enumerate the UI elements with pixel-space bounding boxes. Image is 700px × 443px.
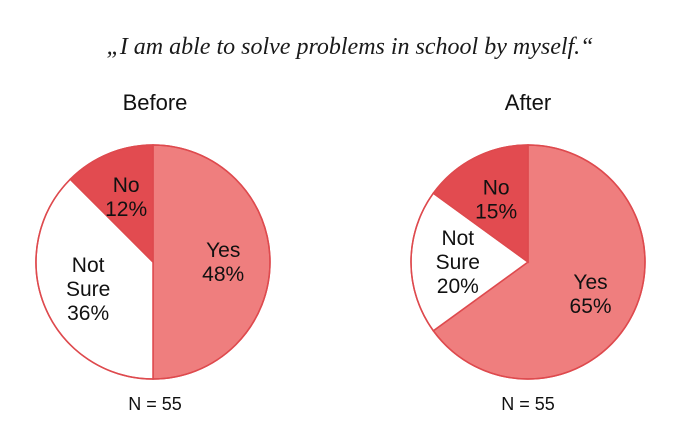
chart-title-after: After (504, 90, 552, 115)
pie-outline (35, 144, 271, 380)
pie-chart-before: Yes 48% Not Sure 36% No 12% (35, 144, 271, 380)
sample-size-before: N = 55 (128, 394, 182, 414)
sample-size-after: N = 55 (501, 394, 555, 414)
slice-label-not-sure: Not Sure 36% (66, 254, 110, 325)
pie-chart-after: Yes 65% Not Sure 20%No 15% (410, 144, 646, 380)
pie-outline (410, 144, 646, 380)
slice-label-no: No 15% (475, 176, 517, 223)
chart-title-before: Before (122, 90, 188, 115)
slice-label-no: No 12% (105, 174, 147, 221)
slice-label-yes: Yes 65% (570, 271, 612, 318)
chart-main-title: „I am able to solve problems in school b… (106, 34, 594, 60)
pie-slice-yes (152, 144, 271, 380)
slice-label-yes: Yes 48% (202, 239, 244, 286)
slice-label-not-sure: Not Sure 20% (436, 227, 480, 298)
